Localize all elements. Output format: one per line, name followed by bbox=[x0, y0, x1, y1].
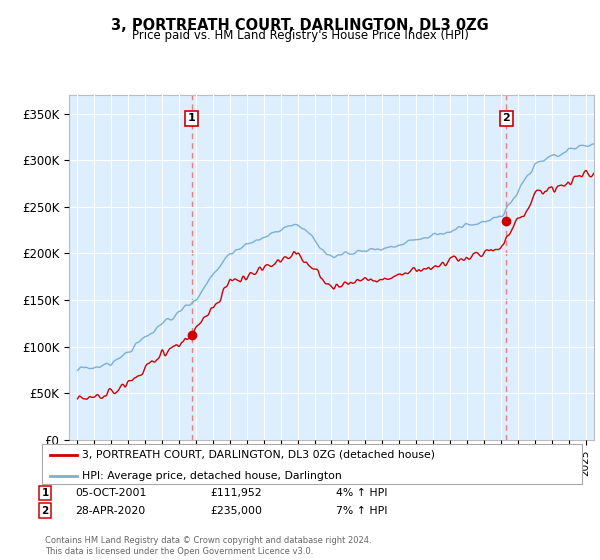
Text: £111,952: £111,952 bbox=[210, 488, 262, 498]
Text: HPI: Average price, detached house, Darlington: HPI: Average price, detached house, Darl… bbox=[83, 470, 342, 480]
Text: Price paid vs. HM Land Registry's House Price Index (HPI): Price paid vs. HM Land Registry's House … bbox=[131, 29, 469, 42]
Text: 4% ↑ HPI: 4% ↑ HPI bbox=[336, 488, 388, 498]
Text: 2: 2 bbox=[41, 506, 49, 516]
Text: 28-APR-2020: 28-APR-2020 bbox=[75, 506, 145, 516]
Text: 3, PORTREATH COURT, DARLINGTON, DL3 0ZG: 3, PORTREATH COURT, DARLINGTON, DL3 0ZG bbox=[111, 18, 489, 33]
Text: £235,000: £235,000 bbox=[210, 506, 262, 516]
Text: 1: 1 bbox=[188, 114, 196, 123]
Text: 05-OCT-2001: 05-OCT-2001 bbox=[75, 488, 146, 498]
Text: 3, PORTREATH COURT, DARLINGTON, DL3 0ZG (detached house): 3, PORTREATH COURT, DARLINGTON, DL3 0ZG … bbox=[83, 450, 436, 460]
Text: 1: 1 bbox=[41, 488, 49, 498]
Text: 7% ↑ HPI: 7% ↑ HPI bbox=[336, 506, 388, 516]
Text: Contains HM Land Registry data © Crown copyright and database right 2024.
This d: Contains HM Land Registry data © Crown c… bbox=[45, 536, 371, 556]
Text: 2: 2 bbox=[503, 114, 511, 123]
